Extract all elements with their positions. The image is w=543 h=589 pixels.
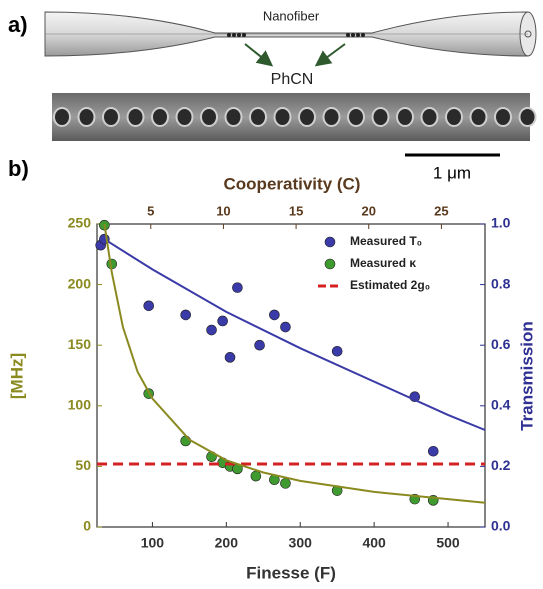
sem-hole bbox=[126, 107, 145, 127]
fit-line bbox=[103, 223, 486, 504]
sem-holes bbox=[53, 107, 537, 127]
x-tick-label: 400 bbox=[362, 535, 386, 551]
y-tick-label: 200 bbox=[68, 275, 92, 291]
sem-hole bbox=[445, 107, 463, 127]
y2-axis-title: Transmission bbox=[517, 321, 536, 431]
x2-tick-label: 15 bbox=[289, 203, 303, 218]
legend-marker bbox=[324, 236, 336, 248]
y2-tick-label: 0.6 bbox=[491, 336, 511, 352]
sem-hole bbox=[249, 107, 267, 127]
fit-line bbox=[103, 238, 486, 431]
x2-tick-label: 10 bbox=[216, 203, 230, 218]
x-tick-label: 100 bbox=[141, 535, 165, 551]
data-point bbox=[143, 300, 155, 312]
sem-hole bbox=[298, 107, 316, 127]
x2-tick-label: 25 bbox=[434, 203, 448, 218]
arrow bbox=[314, 43, 346, 67]
y-axis-title: [MHz] bbox=[7, 353, 26, 399]
x-tick-label: 300 bbox=[289, 535, 313, 551]
legend-marker bbox=[324, 258, 336, 270]
x-tick-label: 500 bbox=[436, 535, 460, 551]
y-tick-label: 100 bbox=[68, 397, 92, 413]
panel-label: b) bbox=[8, 156, 29, 181]
sem-hole bbox=[322, 107, 341, 127]
legend-label: Measured T₀ bbox=[350, 234, 422, 248]
data-point bbox=[250, 470, 262, 482]
sem-hole bbox=[347, 107, 365, 127]
data-point bbox=[254, 339, 265, 351]
y2-tick-label: 0.0 bbox=[491, 518, 511, 534]
data-point bbox=[180, 435, 191, 447]
cavity-label: PhCN bbox=[271, 71, 314, 88]
cavity-dots bbox=[227, 33, 365, 37]
data-point bbox=[280, 321, 291, 333]
legend-label: Measured κ bbox=[350, 256, 416, 270]
y-tick-label: 0 bbox=[83, 518, 91, 534]
sem-hole bbox=[53, 107, 71, 127]
y-tick-label: 250 bbox=[68, 215, 92, 231]
legend-label: Estimated 2g₀ bbox=[350, 278, 430, 292]
sem-hole bbox=[469, 107, 488, 127]
x-tick-label: 200 bbox=[215, 535, 239, 551]
y2-tick-label: 1.0 bbox=[491, 215, 511, 231]
sem-hole bbox=[371, 107, 390, 127]
y2-tick-label: 0.2 bbox=[491, 457, 511, 473]
sem-hole bbox=[102, 107, 120, 127]
sem-hole bbox=[518, 107, 537, 127]
x2-tick-label: 5 bbox=[147, 203, 154, 218]
x2-tick-label: 20 bbox=[362, 203, 376, 218]
sem-hole bbox=[396, 107, 414, 127]
x-axis-title: Finesse (F) bbox=[246, 563, 336, 582]
y-tick-label: 50 bbox=[75, 457, 91, 473]
data-point bbox=[206, 324, 217, 336]
plot-frame bbox=[96, 223, 486, 528]
panel-label: a) bbox=[8, 12, 28, 37]
y-tick-label: 150 bbox=[68, 336, 92, 352]
y2-tick-label: 0.4 bbox=[491, 397, 511, 413]
sem-hole bbox=[494, 107, 512, 127]
data-point bbox=[331, 345, 343, 357]
sem-hole bbox=[151, 107, 169, 127]
fiber-label: Nanofiber bbox=[263, 8, 320, 23]
data-point bbox=[269, 309, 280, 321]
y2-tick-label: 0.8 bbox=[491, 275, 511, 291]
sem-hole bbox=[273, 107, 292, 127]
data-point bbox=[280, 478, 291, 489]
sem-hole bbox=[420, 107, 439, 127]
scale-bar-label: 1 μm bbox=[433, 163, 471, 182]
data-point bbox=[232, 282, 243, 293]
sem-hole bbox=[77, 107, 96, 127]
data-point bbox=[224, 352, 236, 363]
sem-hole bbox=[175, 107, 194, 127]
arrow bbox=[244, 43, 274, 67]
data-point bbox=[427, 445, 439, 457]
data-point bbox=[180, 309, 191, 321]
sem-hole bbox=[200, 107, 218, 127]
sem-hole bbox=[224, 107, 243, 127]
x2-axis-title: Cooperativity (C) bbox=[224, 174, 361, 193]
data-point bbox=[217, 315, 228, 327]
